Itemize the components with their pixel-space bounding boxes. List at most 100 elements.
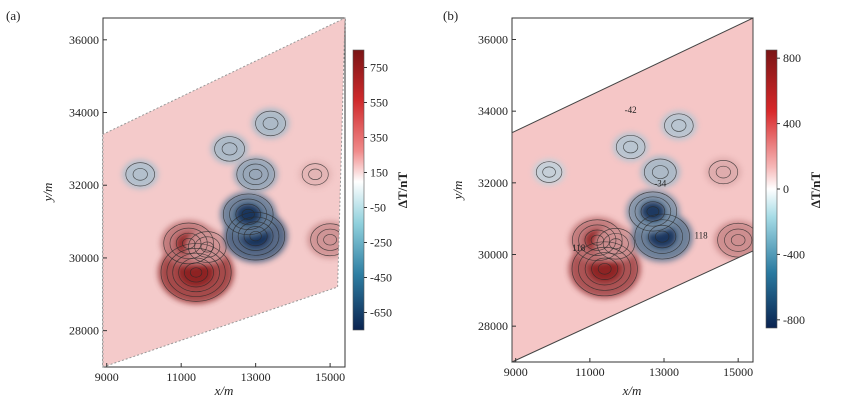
contour-ring bbox=[242, 163, 269, 185]
contour-ring bbox=[323, 234, 337, 246]
contour-ring bbox=[262, 116, 279, 130]
contour-ring bbox=[160, 243, 232, 302]
contour-ring bbox=[214, 136, 245, 162]
panel-b: (b) -42 -34 118 118 9000 11000 13000 15000 280… bbox=[443, 8, 823, 398]
colorbar-tick-label: -650 bbox=[370, 306, 392, 320]
colorbar-tick-label: -400 bbox=[783, 247, 805, 261]
colorbar-tick-label: -50 bbox=[370, 201, 386, 215]
panel-a-outline bbox=[102, 17, 346, 368]
anomaly-6 bbox=[233, 156, 278, 193]
contour-ring bbox=[175, 232, 202, 254]
contour-ring bbox=[641, 219, 684, 254]
contour-ring bbox=[572, 219, 623, 261]
x-tick-label: 13000 bbox=[649, 365, 679, 379]
y-tick-label: 30000 bbox=[478, 248, 508, 262]
panel-b-outline bbox=[511, 17, 754, 363]
anomaly-7 bbox=[210, 133, 249, 165]
panel-a-yticks: 28000 30000 32000 34000 36000 bbox=[69, 33, 107, 338]
y-tick-label: 28000 bbox=[478, 319, 508, 333]
contour-ring bbox=[643, 158, 677, 186]
contour-ring bbox=[615, 134, 646, 160]
contour-ring bbox=[655, 230, 670, 243]
contour-ring bbox=[535, 161, 563, 183]
colorbar-tick-label: -800 bbox=[783, 313, 805, 327]
contour-ring bbox=[542, 166, 556, 178]
contour-ring bbox=[229, 198, 268, 230]
contour-ring bbox=[187, 231, 227, 263]
x-tick-label: 9000 bbox=[95, 370, 119, 384]
panel-a-domain bbox=[103, 18, 345, 367]
colorbar-tick-label: 400 bbox=[783, 117, 801, 131]
contour-ring bbox=[301, 163, 329, 186]
contour-ring bbox=[163, 222, 214, 265]
contour-ring bbox=[571, 241, 638, 297]
contour-ring bbox=[584, 229, 611, 251]
panel-b-annotations: -42 -34 118 118 bbox=[572, 105, 708, 253]
contour-ring bbox=[308, 168, 323, 180]
colorbar-tick-label: 0 bbox=[783, 182, 789, 196]
contour-ring bbox=[249, 230, 262, 242]
colorbar-tick-label: 150 bbox=[370, 166, 388, 180]
panel-b-ylabel: y/m bbox=[450, 181, 465, 202]
contour-ring bbox=[132, 168, 148, 181]
contour-ring bbox=[310, 223, 345, 257]
panel-b-colorbar bbox=[765, 49, 778, 329]
contour-ring bbox=[730, 234, 746, 247]
panel-b-label: (b) bbox=[443, 8, 458, 23]
contour-ring bbox=[243, 226, 268, 247]
contour-ring bbox=[236, 158, 275, 191]
anomaly-core bbox=[235, 203, 261, 225]
contour-ring bbox=[578, 246, 632, 291]
contour-ring bbox=[189, 267, 203, 278]
contour-ring bbox=[235, 203, 261, 225]
panel-a: (a) 9000 11000 13000 15000 28000 30000 32000 3… bbox=[6, 8, 410, 398]
y-tick-label: 34000 bbox=[478, 104, 508, 118]
y-tick-label: 30000 bbox=[69, 251, 99, 265]
contour-ring bbox=[194, 236, 221, 258]
anomaly-9 bbox=[122, 159, 159, 189]
anomaly-9 bbox=[533, 159, 566, 186]
panel-a-label: (a) bbox=[6, 8, 20, 23]
anomaly-7 bbox=[612, 132, 649, 162]
panel-a-colorbar-label: ΔT/nT bbox=[395, 172, 410, 209]
contour-ring bbox=[226, 211, 286, 261]
panel-b-xlabel: x/m bbox=[622, 383, 642, 398]
contour-ring bbox=[648, 224, 677, 249]
y-tick-label: 32000 bbox=[69, 178, 99, 192]
anomaly-10 bbox=[714, 220, 753, 260]
y-tick-label: 28000 bbox=[69, 324, 99, 338]
contour-ring bbox=[646, 206, 660, 217]
x-tick-label: 15000 bbox=[315, 370, 345, 384]
y-tick-label: 34000 bbox=[69, 106, 99, 120]
contour-ring bbox=[717, 222, 753, 258]
anomaly-8 bbox=[660, 110, 697, 141]
anomaly-11 bbox=[298, 160, 332, 188]
contour-ring bbox=[178, 257, 214, 288]
contour-label: 118 bbox=[572, 243, 586, 253]
contour-ring bbox=[724, 228, 753, 252]
x-tick-label: 11000 bbox=[166, 370, 196, 384]
x-tick-label: 11000 bbox=[575, 365, 605, 379]
panel-a-xticks: 9000 11000 13000 15000 bbox=[95, 363, 345, 384]
contour-ring bbox=[602, 233, 629, 255]
panel-b-domain bbox=[512, 18, 753, 362]
contour-ring bbox=[221, 142, 238, 156]
contour-label: -34 bbox=[654, 178, 666, 188]
contour-ring bbox=[623, 140, 639, 154]
contour-ring bbox=[596, 228, 636, 260]
panel-b-anomalies bbox=[533, 110, 753, 299]
colorbar-tick-label: 550 bbox=[370, 96, 388, 110]
colorbar-tick-label: -450 bbox=[370, 271, 392, 285]
panel-a-colorbar-ticks: 750 550 350 150 -50 -250 -450 -650 bbox=[364, 61, 392, 320]
panel-a-xlabel: x/m bbox=[214, 383, 234, 398]
panel-a-colorbar bbox=[352, 49, 365, 331]
panel-b-colorbar-ticks: 800 400 0 -400 -800 bbox=[777, 51, 805, 327]
contour-ring bbox=[231, 216, 280, 256]
contour-ring bbox=[634, 213, 690, 260]
anomaly-8 bbox=[251, 108, 290, 139]
anomaly-10 bbox=[307, 221, 345, 259]
contour-ring bbox=[609, 238, 623, 250]
panel-b-colorbar-label: ΔT/nT bbox=[808, 172, 823, 209]
panel-b-yticks: 28000 30000 32000 34000 36000 bbox=[478, 33, 516, 333]
